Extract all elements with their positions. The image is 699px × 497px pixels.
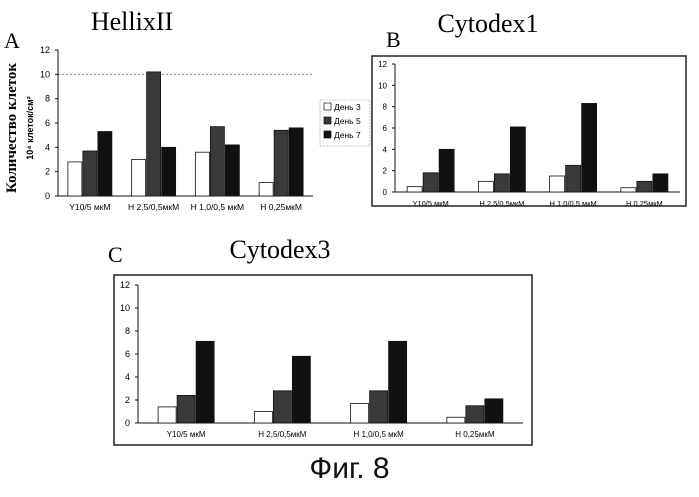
chart-title-hellixii: HellixII (91, 7, 173, 36)
y-tick-label: 6 (45, 118, 50, 128)
bar (254, 412, 272, 424)
panel-letter-a: A (4, 28, 20, 53)
bar (210, 127, 224, 196)
bar (466, 406, 484, 423)
y-tick-label: 10 (40, 69, 50, 79)
bar (447, 417, 465, 423)
panel-letter-b: B (386, 27, 401, 52)
legend-swatch (324, 117, 331, 124)
bar (423, 173, 438, 192)
bar (158, 407, 176, 423)
y-tick-label: 6 (125, 349, 130, 359)
bar (225, 145, 239, 196)
y-tick-label: 12 (120, 280, 130, 290)
panel-letter-c: C (108, 242, 123, 267)
chart-title-cytodex3: Cytodex3 (229, 235, 330, 264)
x-tick-label: Н 2,5/0,5мкМ (128, 202, 179, 212)
x-tick-label: Н 0,25мкМ (260, 202, 302, 212)
y-axis-title: Количество клеток 10⁴ клеток/см² (4, 63, 35, 193)
y-tick-label: 8 (125, 326, 130, 336)
y-tick-label: 0 (125, 418, 130, 428)
chart-panel-a: A HellixII Количество клеток 10⁴ клеток/… (4, 7, 313, 212)
bar (351, 403, 369, 423)
bar (478, 181, 493, 192)
y-tick-label: 4 (383, 145, 388, 154)
x-tick-label: Y10/5 мкМ (412, 199, 448, 208)
x-tick-label: Н 2,5/0,5мкМ (479, 199, 524, 208)
bar (259, 183, 273, 196)
x-tick-label: Н 0,25мкМ (626, 199, 663, 208)
bar (289, 128, 303, 196)
y-tick-label: 8 (45, 94, 50, 104)
bar (485, 399, 503, 423)
y-tick-label: 8 (383, 103, 388, 112)
legend-label: День 3 (334, 102, 361, 112)
bar (582, 103, 597, 192)
y-tick-label: 10 (120, 303, 130, 313)
bar (195, 152, 209, 196)
x-tick-label: Н 1,0/0,5 мкМ (191, 202, 245, 212)
bar (162, 147, 176, 196)
y-tick-label: 6 (383, 124, 388, 133)
legend-swatch (324, 131, 331, 138)
bar (83, 151, 97, 196)
bar (439, 149, 454, 192)
y-tick-label: 2 (383, 167, 388, 176)
y-tick-label: 2 (125, 395, 130, 405)
y-axis-unit-text: 10⁴ клеток/см² (25, 96, 35, 160)
x-tick-label: Н 1,0/0,5 мкМ (550, 199, 597, 208)
x-tick-label: Y10/5 мкМ (69, 202, 110, 212)
bar (370, 391, 388, 423)
bar (98, 132, 112, 196)
legend-swatch (324, 103, 331, 110)
bar (389, 341, 407, 423)
y-tick-label: 4 (125, 372, 130, 382)
bar (621, 188, 636, 192)
bar (177, 395, 195, 423)
y-tick-label: 12 (40, 45, 50, 55)
y-tick-label: 12 (378, 60, 387, 69)
legend-label: День 7 (334, 130, 361, 140)
bar (550, 176, 565, 192)
bar (653, 174, 668, 192)
legend-label: День 5 (334, 116, 361, 126)
bar (196, 341, 214, 423)
chart-panel-c: C Cytodex3 0 2 4 6 8 10 12 Y10/5 мкМ Н 2,5/0,5мк… (108, 235, 532, 445)
bar (292, 356, 310, 423)
bar (637, 181, 652, 192)
x-tick-label: Н 1,0/0,5 мкМ (353, 430, 404, 439)
chart-title-cytodex1: Cytodex1 (437, 9, 538, 38)
legend: День 3 День 5 День 7 (320, 100, 370, 146)
y-tick-label: 2 (45, 167, 50, 177)
bar (407, 187, 422, 192)
bar (566, 165, 581, 192)
bar (494, 174, 509, 192)
y-tick-label: 0 (383, 188, 388, 197)
x-tick-label: Y10/5 мкМ (167, 430, 206, 439)
bar (510, 127, 525, 192)
y-tick-label: 0 (45, 191, 50, 201)
bar (68, 162, 82, 196)
x-tick-label: Н 0,25мкМ (455, 430, 495, 439)
bar (147, 72, 161, 196)
bar (273, 391, 291, 423)
y-tick-label: 4 (45, 142, 50, 152)
bar (274, 130, 288, 196)
figure-caption: Фиг. 8 (0, 452, 699, 486)
x-tick-label: Н 2,5/0,5мкМ (258, 430, 306, 439)
bar (132, 160, 146, 197)
y-axis-title-text: Количество клеток (4, 63, 20, 193)
chart-panel-b: B Cytodex1 0 2 4 6 8 10 12 Y10/5 мкМ Н 2,5/0,5мк… (372, 9, 686, 208)
y-tick-label: 10 (378, 81, 387, 90)
